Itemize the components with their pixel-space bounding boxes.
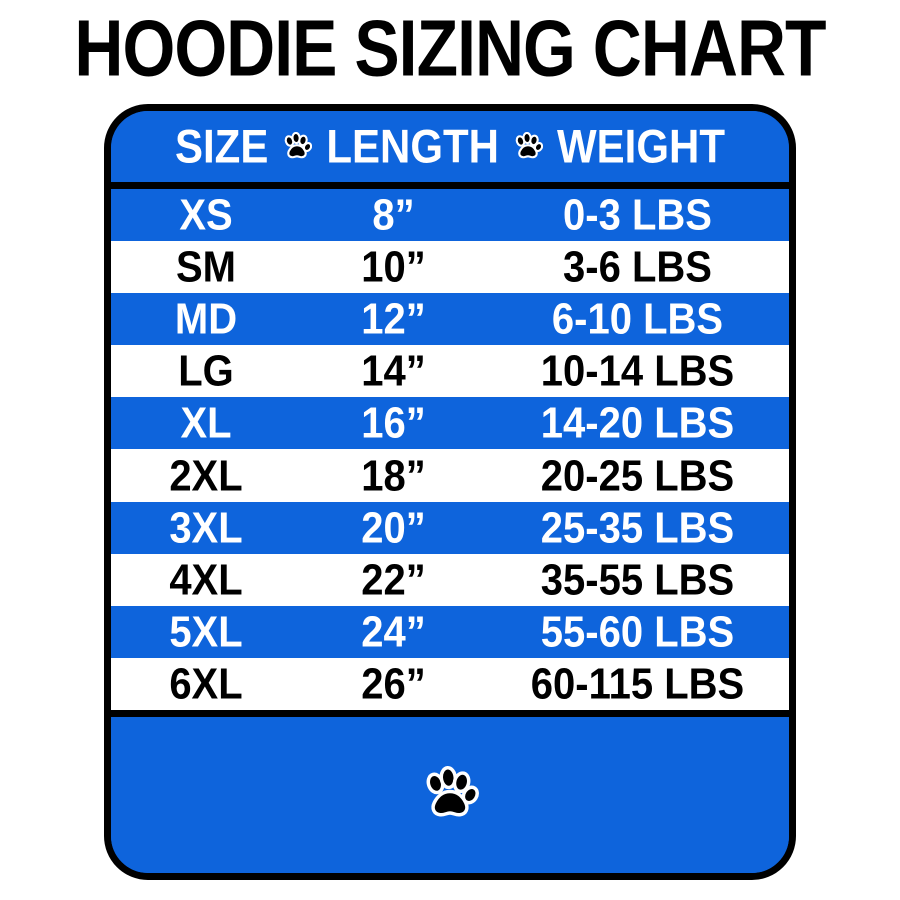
- table-body: XS 8” 0-3 LBS SM 10” 3-6 LBS MD 12” 6-10 LBS LG 14…: [111, 189, 789, 710]
- cell-size: XS: [179, 190, 233, 240]
- table-row: 6XL 26” 60-115 LBS: [111, 657, 789, 710]
- cell-weight: 3-6 LBS: [563, 242, 712, 292]
- cell-weight: 25-35 LBS: [540, 503, 735, 552]
- cell-weight: 60-115 LBS: [530, 659, 745, 709]
- cell-size: 6XL: [169, 659, 243, 709]
- column-header-size: SIZE: [175, 119, 269, 173]
- cell-size: 3XL: [169, 503, 243, 552]
- table-row: 4XL 22” 35-55 LBS: [111, 553, 789, 606]
- cell-weight: 6-10 LBS: [551, 295, 724, 344]
- cell-size: SM: [176, 242, 236, 292]
- paw-print-icon: [421, 765, 479, 824]
- cell-length: 18”: [361, 451, 426, 500]
- table-row: XL 16” 14-20 LBS: [111, 397, 789, 450]
- paw-print-icon: [513, 131, 544, 162]
- cell-size: 4XL: [169, 555, 243, 604]
- table-row: 2XL 18” 20-25 LBS: [111, 449, 789, 502]
- cell-length: 26”: [361, 659, 426, 709]
- column-header-length: LENGTH: [326, 119, 500, 173]
- cell-weight: 14-20 LBS: [540, 399, 735, 448]
- table-row: 3XL 20” 25-35 LBS: [111, 501, 789, 554]
- table-footer-band: [111, 709, 789, 873]
- cell-length: 24”: [361, 607, 426, 656]
- cell-length: 16”: [361, 399, 426, 448]
- table-row: 5XL 24” 55-60 LBS: [111, 605, 789, 658]
- table-row: SM 10” 3-6 LBS: [111, 241, 789, 294]
- cell-size: 2XL: [169, 451, 243, 500]
- cell-size: 5XL: [169, 607, 243, 656]
- column-header-weight: WEIGHT: [557, 119, 725, 173]
- cell-weight: 10-14 LBS: [540, 347, 735, 396]
- table-header-row: SIZE LENGTH: [111, 111, 789, 189]
- table-row: LG 14” 10-14 LBS: [111, 345, 789, 398]
- paw-print-icon: [282, 131, 313, 162]
- cell-weight: 0-3 LBS: [563, 190, 712, 240]
- cell-length: 14”: [361, 347, 426, 396]
- cell-weight: 35-55 LBS: [540, 555, 735, 604]
- cell-length: 10”: [361, 242, 426, 292]
- cell-size: MD: [174, 295, 238, 344]
- page-title: HOODIE SIZING CHART: [74, 3, 826, 93]
- cell-length: 8”: [372, 190, 415, 240]
- cell-weight: 20-25 LBS: [540, 451, 735, 500]
- cell-length: 12”: [361, 295, 426, 344]
- cell-size: XL: [180, 399, 232, 448]
- cell-length: 20”: [361, 503, 426, 552]
- cell-weight: 55-60 LBS: [540, 607, 735, 656]
- table-row: XS 8” 0-3 LBS: [111, 189, 789, 242]
- cell-length: 22”: [361, 555, 426, 604]
- table-row: MD 12” 6-10 LBS: [111, 293, 789, 346]
- cell-size: LG: [178, 347, 234, 396]
- sizing-table-card: SIZE LENGTH: [104, 104, 796, 880]
